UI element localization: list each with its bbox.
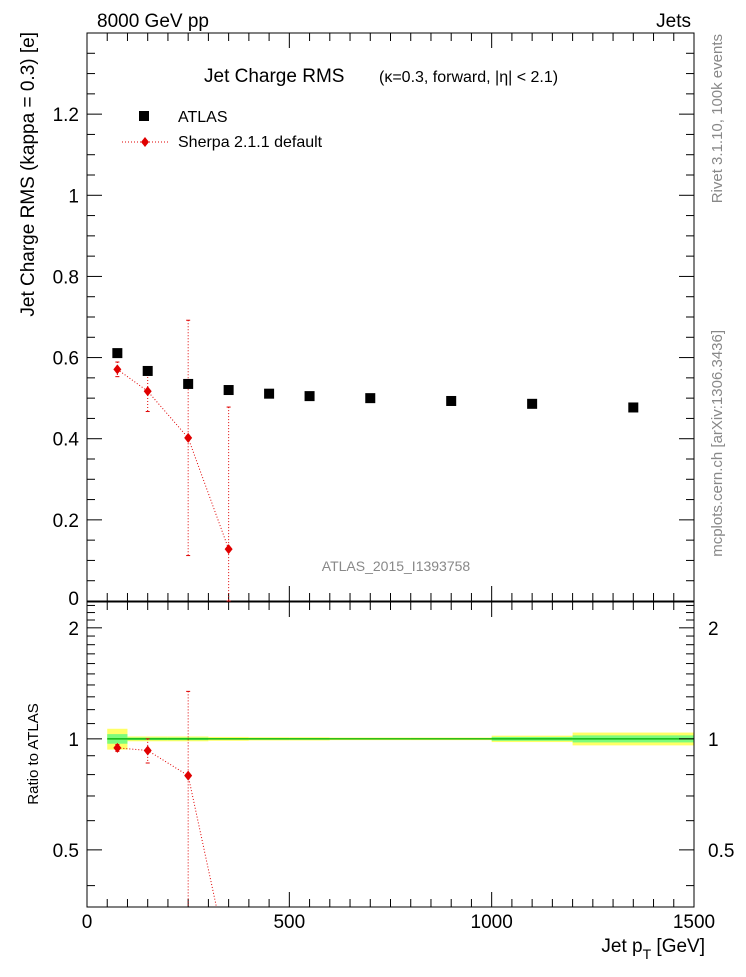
sherpa-point xyxy=(224,544,233,555)
atlas-point xyxy=(112,348,123,359)
legend: ATLAS Sherpa 2.1.1 default xyxy=(122,109,323,151)
sherpa-point xyxy=(143,386,152,397)
main-y-tick-label: 0.2 xyxy=(53,511,79,532)
main-y-tick-label: 0.8 xyxy=(53,267,79,288)
ratio-y-tick-label: 0.5 xyxy=(53,841,79,862)
ratio-y-tick-labels: 0.5 0.5 1 1 2 2 xyxy=(53,619,735,862)
atlas-point xyxy=(446,395,457,406)
x-tick-labels: 0 500 1000 1500 xyxy=(82,912,715,933)
main-y-axis-label: Jet Charge RMS (kappa = 0.3) [e] xyxy=(18,32,39,317)
ratio-data-marks xyxy=(113,690,217,908)
ratio-y-tick-label-right: 2 xyxy=(708,619,719,640)
header-process-label: Jets xyxy=(656,11,691,32)
main-y-tick-labels: 0 0.2 0.4 0.6 0.8 1 1.2 xyxy=(53,105,80,610)
main-y-tick-label: 0.6 xyxy=(53,349,79,370)
ratio-y-tick-label-right: 0.5 xyxy=(708,841,734,862)
main-panel: 0 0.2 0.4 0.6 0.8 1 1.2 Jet Charge RMS (kappa … xyxy=(18,32,695,610)
atlas-point xyxy=(527,398,538,409)
ratio-sherpa-point xyxy=(143,745,152,756)
atlas-point xyxy=(304,391,315,402)
ratio-y-tick-label-right: 1 xyxy=(708,730,719,751)
x-tick-label: 500 xyxy=(273,912,305,933)
atlas-point xyxy=(183,378,194,389)
sherpa-point xyxy=(113,364,122,375)
sherpa-point xyxy=(184,432,193,443)
atlas-point xyxy=(223,385,234,396)
legend-label-sherpa: Sherpa 2.1.1 default xyxy=(178,134,323,151)
ratio-panel: 0.5 0.51 12 2 0 500 1000 1500 Ratio to ATLAS J… xyxy=(25,601,735,962)
sherpa-line xyxy=(117,368,230,550)
main-data-marks xyxy=(112,319,639,602)
main-y-tick-label: 0.4 xyxy=(53,430,80,451)
legend-label-atlas: ATLAS xyxy=(178,109,228,126)
main-y-tick-label: 1.2 xyxy=(53,105,79,126)
legend-marker-sherpa xyxy=(141,137,149,147)
main-y-tick-label: 1 xyxy=(68,186,79,207)
x-tick-label: 0 xyxy=(82,912,93,933)
x-tick-label: 1000 xyxy=(471,912,513,933)
chart-subtitle: (κ=0.3, forward, |η| < 2.1) xyxy=(379,69,558,86)
analysis-watermark: ATLAS_2015_I1393758 xyxy=(322,558,471,574)
ratio-axis-ticks xyxy=(86,602,695,907)
atlas-point xyxy=(142,365,153,376)
main-y-tick-label: 0 xyxy=(68,589,79,610)
atlas-point xyxy=(365,393,376,404)
ratio-y-tick-label: 1 xyxy=(68,730,79,751)
mcplots-label: mcplots.cern.ch [arXiv:1306.3436] xyxy=(709,330,726,557)
rivet-version-label: Rivet 3.1.10, 100k events xyxy=(709,34,726,203)
ratio-sherpa-point xyxy=(113,742,122,753)
atlas-point xyxy=(264,388,275,399)
x-tick-label: 1500 xyxy=(673,912,715,933)
atlas-point xyxy=(628,402,639,413)
ratio-sherpa-point xyxy=(184,770,193,781)
chart-title: Jet Charge RMS xyxy=(204,66,344,87)
ratio-sherpa-line xyxy=(117,747,217,908)
header-collision-label: 8000 GeV pp xyxy=(97,11,209,32)
main-axis-ticks xyxy=(86,32,695,602)
ratio-y-tick-label: 2 xyxy=(68,619,79,640)
ratio-y-axis-label: Ratio to ATLAS xyxy=(25,703,42,804)
legend-marker-atlas xyxy=(139,111,149,121)
